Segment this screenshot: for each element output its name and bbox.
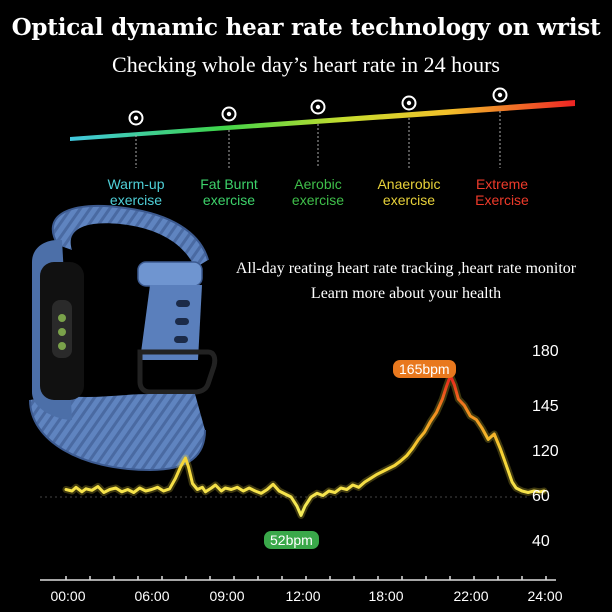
zone-label-line: Exercise: [475, 192, 529, 208]
zone-markers: [128, 87, 508, 168]
tagline-secondary: Learn more about your health: [310, 285, 502, 302]
y-tick-label: 145: [532, 398, 559, 415]
intensity-gradient-bar: [70, 100, 575, 141]
zone-label-aerobic: Aerobic exercise: [278, 176, 358, 208]
zone-label-anaerobic: Anaerobic exercise: [367, 176, 451, 208]
zone-label-line: exercise: [291, 192, 345, 208]
y-tick-label: 180: [532, 343, 559, 360]
zone-marker-fatburn: [221, 106, 237, 168]
zone-label-warmup: Warm-up exercise: [96, 176, 176, 208]
peak-bpm-callout: 165bpm: [393, 360, 456, 378]
x-axis-ticks: [65, 576, 547, 580]
zone-label-line: Warm-up: [107, 176, 165, 192]
x-tick-label: 24:00: [527, 588, 563, 604]
x-tick-label: 22:00: [453, 588, 489, 604]
zone-label-line: Fat Burnt: [200, 176, 258, 192]
y-tick-label: 40: [532, 533, 550, 550]
heart-rate-line: [64, 374, 546, 517]
x-tick-label: 06:00: [134, 588, 170, 604]
zone-marker-warmup: [128, 110, 144, 168]
zone-marker-extreme: [492, 87, 508, 168]
tagline-primary: All-day reating heart rate tracking ,hea…: [235, 260, 577, 277]
x-tick-label: 09:00: [209, 588, 245, 604]
zone-label-fatburn: Fat Burnt exercise: [189, 176, 269, 208]
page-subtitle: Checking whole day’s heart rate in 24 ho…: [112, 52, 500, 77]
zone-marker-aerobic: [310, 99, 326, 168]
zone-marker-anaerobic: [401, 95, 417, 168]
zone-label-line: Anaerobic: [377, 176, 441, 192]
zone-label-line: exercise: [382, 192, 436, 208]
zone-label-extreme: Extreme Exercise: [462, 176, 542, 208]
zone-label-line: Aerobic: [294, 176, 342, 192]
fitness-band-illustration: [29, 204, 218, 472]
zone-label-line: Extreme: [475, 176, 529, 192]
page-title: Optical dynamic hear rate technology on …: [11, 14, 601, 41]
y-tick-label: 120: [532, 443, 559, 460]
zone-label-line: exercise: [109, 192, 163, 208]
low-bpm-callout: 52bpm: [264, 531, 319, 549]
y-tick-label: 60: [532, 488, 550, 505]
x-tick-label: 12:00: [285, 588, 321, 604]
zone-label-line: exercise: [202, 192, 256, 208]
x-tick-label: 18:00: [368, 588, 404, 604]
x-tick-label: 00:00: [50, 588, 86, 604]
